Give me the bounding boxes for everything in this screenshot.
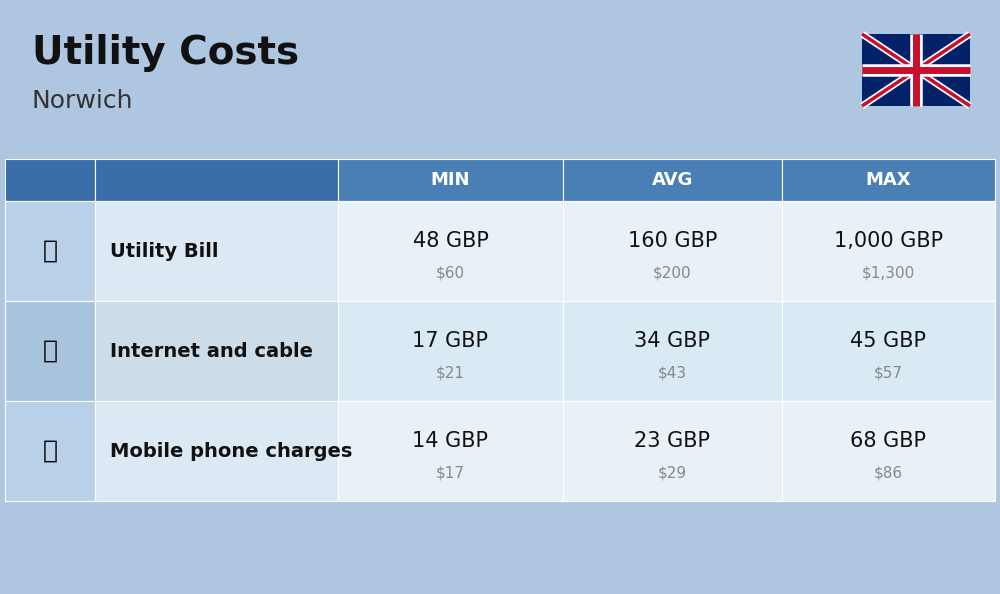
- Text: $1,300: $1,300: [862, 266, 915, 280]
- FancyBboxPatch shape: [95, 401, 338, 501]
- FancyBboxPatch shape: [95, 301, 338, 401]
- FancyBboxPatch shape: [5, 159, 95, 201]
- Text: AVG: AVG: [652, 171, 693, 189]
- FancyBboxPatch shape: [95, 201, 338, 301]
- Text: Norwich: Norwich: [32, 89, 134, 113]
- Text: 1,000 GBP: 1,000 GBP: [834, 231, 943, 251]
- FancyBboxPatch shape: [95, 159, 338, 201]
- FancyBboxPatch shape: [563, 301, 782, 401]
- FancyBboxPatch shape: [5, 301, 95, 401]
- Text: 68 GBP: 68 GBP: [850, 431, 926, 451]
- Text: $86: $86: [874, 466, 903, 481]
- Text: Internet and cable: Internet and cable: [110, 342, 313, 361]
- FancyBboxPatch shape: [338, 159, 563, 201]
- FancyBboxPatch shape: [338, 401, 563, 501]
- Text: $200: $200: [653, 266, 692, 280]
- FancyBboxPatch shape: [5, 401, 95, 501]
- FancyBboxPatch shape: [782, 401, 995, 501]
- Text: 23 GBP: 23 GBP: [635, 431, 710, 451]
- FancyBboxPatch shape: [782, 159, 995, 201]
- Text: 📱: 📱: [42, 439, 58, 463]
- Text: MIN: MIN: [431, 171, 470, 189]
- FancyBboxPatch shape: [338, 201, 563, 301]
- Text: 14 GBP: 14 GBP: [413, 431, 488, 451]
- Text: $17: $17: [436, 466, 465, 481]
- FancyBboxPatch shape: [862, 34, 970, 106]
- FancyBboxPatch shape: [563, 159, 782, 201]
- FancyBboxPatch shape: [338, 301, 563, 401]
- Text: 48 GBP: 48 GBP: [413, 231, 488, 251]
- Text: 📡: 📡: [42, 339, 58, 363]
- Text: $60: $60: [436, 266, 465, 280]
- Text: MAX: MAX: [866, 171, 911, 189]
- Text: 34 GBP: 34 GBP: [635, 331, 710, 351]
- Text: $21: $21: [436, 365, 465, 381]
- FancyBboxPatch shape: [563, 401, 782, 501]
- FancyBboxPatch shape: [782, 201, 995, 301]
- FancyBboxPatch shape: [5, 201, 95, 301]
- Text: 🔧: 🔧: [42, 239, 58, 263]
- FancyBboxPatch shape: [563, 201, 782, 301]
- Text: $29: $29: [658, 466, 687, 481]
- Text: 160 GBP: 160 GBP: [628, 231, 717, 251]
- Text: Utility Costs: Utility Costs: [32, 34, 299, 72]
- Text: 17 GBP: 17 GBP: [413, 331, 488, 351]
- Text: $57: $57: [874, 365, 903, 381]
- Text: Mobile phone charges: Mobile phone charges: [110, 441, 352, 460]
- FancyBboxPatch shape: [782, 301, 995, 401]
- Text: 45 GBP: 45 GBP: [850, 331, 926, 351]
- Text: Utility Bill: Utility Bill: [110, 242, 218, 261]
- Text: $43: $43: [658, 365, 687, 381]
